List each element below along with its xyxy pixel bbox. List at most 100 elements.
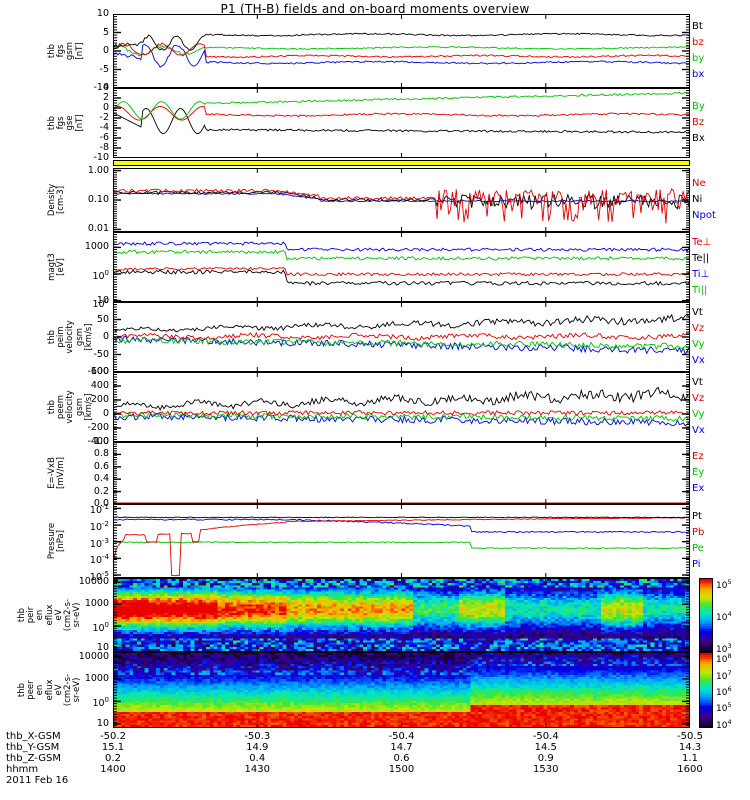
xaxis-row-label-1: thb_Y-GSM bbox=[6, 742, 60, 753]
ytick-fgs-gse-5: -6 bbox=[99, 132, 109, 143]
panel-fgs-gse[interactable] bbox=[113, 88, 690, 158]
legend-peim-velocity-Vx: Vx bbox=[692, 355, 705, 366]
peir-colorbar bbox=[699, 578, 713, 652]
ylabel-line: sr-eV) bbox=[72, 602, 83, 628]
trace-peim-velocity bbox=[114, 313, 689, 355]
ylabel-line: [km/s] bbox=[83, 393, 94, 421]
ticks-peim-velocity bbox=[113, 302, 690, 372]
ytick-density-1: 0.10 bbox=[87, 194, 109, 205]
ytick-peer-spectrogram-1: 1000 bbox=[84, 672, 109, 684]
xaxis-value-hhmm: 1600 bbox=[677, 764, 703, 775]
xaxis-row-label-3: hhmm bbox=[6, 764, 39, 775]
xaxis-value-x_gsm: -50.4 bbox=[532, 731, 559, 742]
ylabel-peer-spectrogram: thb peer en eflux eV (cm2-s-sr-eV) bbox=[17, 652, 82, 728]
xaxis-row-label-2: thb_Z-GSM bbox=[6, 753, 61, 764]
ytick-fgs-gse-7: -10 bbox=[93, 152, 109, 163]
ylabel-peir-spectrogram: thb peir en eflux eV (cm2-s-sr-eV) bbox=[17, 578, 83, 652]
panel-peim-velocity[interactable] bbox=[113, 302, 690, 372]
ylabel-line: [eV] bbox=[56, 258, 67, 276]
panel-peer-spectrogram[interactable] bbox=[113, 652, 690, 728]
ytick-peem-velocity-1: 400 bbox=[90, 380, 109, 391]
ytick-peir-spectrogram-1: 1000 bbox=[84, 598, 109, 610]
peer-colorbar-tick-3: 105 bbox=[716, 701, 732, 715]
ylabel-peem-velocity: thb peem velocity gsm [km/s] bbox=[47, 372, 94, 442]
xaxis-value-hhmm: 1400 bbox=[100, 764, 126, 775]
ytick-fgs-gsm-4: -10 bbox=[93, 82, 109, 93]
panel-temperature[interactable] bbox=[113, 232, 690, 302]
peer-colorbar bbox=[699, 652, 713, 728]
ticks-fgs-gse bbox=[113, 88, 690, 158]
trace-peem-velocity bbox=[114, 386, 689, 427]
xaxis-value-z_gsm: 0.4 bbox=[249, 753, 266, 764]
ytick-peer-spectrogram-2: 100 bbox=[92, 696, 109, 710]
ylabel-line: [nT] bbox=[74, 114, 85, 132]
ytick-fgs-gsm-1: 5 bbox=[102, 26, 109, 38]
legend-fgs-gse-By: By bbox=[692, 101, 705, 112]
ytick-peem-velocity-0: 600 bbox=[90, 366, 109, 377]
legend-peim-velocity-Vz: Vz bbox=[692, 323, 705, 334]
peir-colorbar-tick-1: 104 bbox=[716, 610, 732, 623]
trace-fgs-gse bbox=[114, 91, 689, 135]
trace-temperature bbox=[114, 241, 689, 287]
xaxis-column-2: -50.4 14.7 0.6 1500 bbox=[362, 731, 442, 775]
legend-peem-velocity-Vz: Vz bbox=[692, 393, 705, 404]
legend-pressure-Pt: Pt bbox=[692, 511, 702, 522]
panel-pressure[interactable] bbox=[113, 504, 690, 578]
legend-pressure-Pi: Pi bbox=[692, 559, 701, 570]
panel-peir-spectrogram[interactable] bbox=[113, 578, 690, 652]
xaxis-value-x_gsm: -50.2 bbox=[100, 731, 126, 742]
legend-temperature-Te: Te|| bbox=[692, 253, 710, 264]
ylabel-fgs-gsm: thb fgs gsm [nT] bbox=[47, 14, 85, 88]
peer-colorbar-tick-4: 104 bbox=[716, 717, 732, 731]
legend-density-Npot: Npot bbox=[692, 210, 716, 221]
mode-indicator-bar bbox=[113, 160, 690, 166]
legend-fgs-gsm-by: by bbox=[692, 53, 705, 64]
ytick-pressure-3: 10-4 bbox=[89, 553, 109, 567]
trace-fgs-gsm bbox=[114, 32, 689, 68]
ytick-peim-velocity-2: 0 bbox=[102, 331, 109, 342]
xaxis-value-y_gsm: 14.9 bbox=[246, 742, 269, 753]
ytick-pressure-0: 10-1 bbox=[89, 503, 109, 517]
xaxis-value-z_gsm: 0.9 bbox=[537, 753, 554, 764]
spectrogram-peer-spectrogram bbox=[114, 653, 689, 727]
legend-fgs-gse-Bx: Bx bbox=[692, 133, 705, 144]
ytick-fgs-gse-3: -2 bbox=[99, 112, 109, 123]
xaxis-value-hhmm: 1530 bbox=[533, 764, 559, 775]
date-stamp: 2011 Feb 16 bbox=[6, 775, 69, 786]
legend-peim-velocity-Vy: Vy bbox=[692, 339, 705, 350]
ytick-density-0: 1.00 bbox=[87, 164, 109, 176]
legend-efield-Ex: Ex bbox=[692, 483, 705, 494]
ticks-peem-velocity bbox=[113, 372, 690, 442]
ticks-pressure bbox=[113, 504, 690, 578]
xaxis-value-hhmm: 1500 bbox=[388, 764, 415, 775]
legend-peim-velocity-Vt: Vt bbox=[692, 307, 703, 318]
legend-temperature-Ti: Ti|| bbox=[692, 285, 708, 296]
ytick-efield-3: 0.4 bbox=[93, 473, 109, 485]
xaxis-column-1: -50.3 14.9 0.4 1430 bbox=[217, 731, 297, 775]
ytick-temperature-2: 10 bbox=[96, 294, 109, 306]
ytick-fgs-gse-6: -8 bbox=[99, 142, 109, 153]
ytick-efield-1: 0.8 bbox=[93, 448, 109, 460]
ytick-fgs-gsm-2: 0 bbox=[102, 45, 109, 56]
peer-colorbar-tick-2: 106 bbox=[716, 685, 732, 698]
xaxis-value-x_gsm: -50.3 bbox=[244, 731, 271, 742]
ylabel-fgs-gse: thb fgs gse [nT] bbox=[47, 88, 85, 158]
ticks-temperature bbox=[113, 232, 690, 302]
ytick-peim-velocity-1: 50 bbox=[96, 313, 109, 325]
trace-density bbox=[114, 188, 689, 224]
legend-density-Ni: Ni bbox=[692, 194, 703, 205]
ylabel-peim-velocity: thb peim velocity gsm [km/s] bbox=[47, 302, 94, 372]
ytick-fgs-gse-1: 2 bbox=[102, 92, 109, 103]
trace-pressure bbox=[114, 516, 689, 577]
ytick-fgs-gse-0: 4 bbox=[102, 82, 109, 93]
ticks-fgs-gsm bbox=[113, 14, 690, 88]
legend-efield-Ez: Ez bbox=[692, 451, 704, 462]
ytick-pressure-1: 10-2 bbox=[89, 520, 109, 534]
ticks-peir-spectrogram bbox=[113, 578, 690, 652]
ytick-temperature-0: 1000 bbox=[84, 241, 109, 253]
legend-peem-velocity-Vy: Vy bbox=[692, 409, 705, 420]
ytick-efield-2: 0.6 bbox=[93, 460, 109, 472]
spectrogram-peir-spectrogram bbox=[114, 579, 689, 651]
ytick-peem-velocity-5: -400 bbox=[87, 436, 109, 447]
xaxis-value-z_gsm: 1.1 bbox=[682, 753, 698, 764]
